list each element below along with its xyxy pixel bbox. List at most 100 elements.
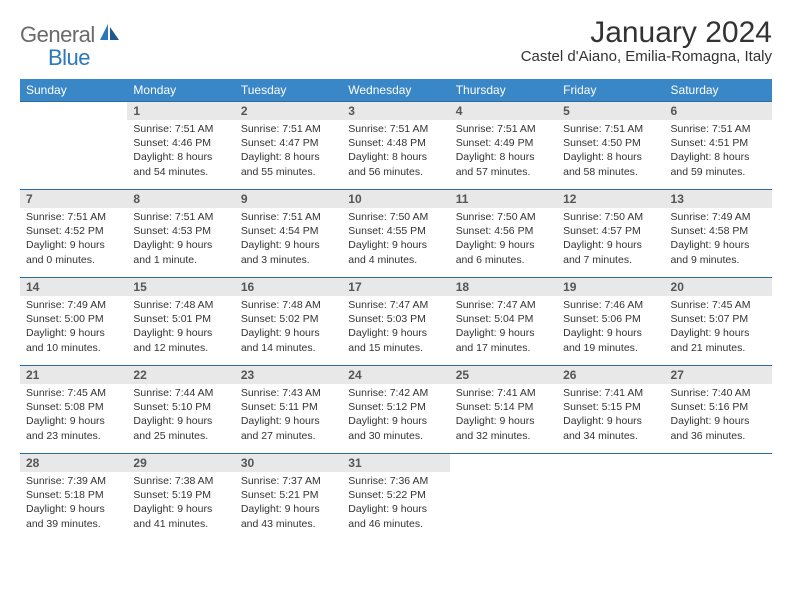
calendar-cell: 16Sunrise: 7:48 AMSunset: 5:02 PMDayligh… — [235, 278, 342, 366]
sunset-text: Sunset: 5:01 PM — [133, 312, 228, 326]
day-number: 26 — [557, 366, 664, 384]
day-details: Sunrise: 7:51 AMSunset: 4:53 PMDaylight:… — [127, 208, 234, 271]
calendar-cell: 31Sunrise: 7:36 AMSunset: 5:22 PMDayligh… — [342, 454, 449, 542]
daylight-line2: and 3 minutes. — [241, 253, 336, 267]
day-details: Sunrise: 7:37 AMSunset: 5:21 PMDaylight:… — [235, 472, 342, 535]
sunset-text: Sunset: 5:21 PM — [241, 488, 336, 502]
daylight-line2: and 17 minutes. — [456, 341, 551, 355]
month-title: January 2024 — [521, 16, 772, 50]
sunset-text: Sunset: 4:48 PM — [348, 136, 443, 150]
calendar-cell: 15Sunrise: 7:48 AMSunset: 5:01 PMDayligh… — [127, 278, 234, 366]
sunset-text: Sunset: 4:56 PM — [456, 224, 551, 238]
calendar-table: Sunday Monday Tuesday Wednesday Thursday… — [20, 79, 772, 542]
sunset-text: Sunset: 5:04 PM — [456, 312, 551, 326]
sunset-text: Sunset: 4:51 PM — [671, 136, 766, 150]
day-details: Sunrise: 7:51 AMSunset: 4:51 PMDaylight:… — [665, 120, 772, 183]
day-details: Sunrise: 7:47 AMSunset: 5:04 PMDaylight:… — [450, 296, 557, 359]
daylight-line2: and 54 minutes. — [133, 165, 228, 179]
sunset-text: Sunset: 4:53 PM — [133, 224, 228, 238]
daylight-line1: Daylight: 9 hours — [241, 502, 336, 516]
daylight-line2: and 4 minutes. — [348, 253, 443, 267]
daylight-line1: Daylight: 9 hours — [26, 414, 121, 428]
day-details: Sunrise: 7:51 AMSunset: 4:52 PMDaylight:… — [20, 208, 127, 271]
daylight-line2: and 30 minutes. — [348, 429, 443, 443]
sunrise-text: Sunrise: 7:51 AM — [456, 122, 551, 136]
sunset-text: Sunset: 5:22 PM — [348, 488, 443, 502]
day-number: 30 — [235, 454, 342, 472]
day-number: 28 — [20, 454, 127, 472]
sunrise-text: Sunrise: 7:50 AM — [456, 210, 551, 224]
sunset-text: Sunset: 5:15 PM — [563, 400, 658, 414]
calendar-cell: 3Sunrise: 7:51 AMSunset: 4:48 PMDaylight… — [342, 102, 449, 190]
calendar-cell: 12Sunrise: 7:50 AMSunset: 4:57 PMDayligh… — [557, 190, 664, 278]
day-header-sun: Sunday — [20, 79, 127, 102]
daylight-line1: Daylight: 9 hours — [133, 326, 228, 340]
sunrise-text: Sunrise: 7:40 AM — [671, 386, 766, 400]
day-number: 17 — [342, 278, 449, 296]
calendar-week-row: 21Sunrise: 7:45 AMSunset: 5:08 PMDayligh… — [20, 366, 772, 454]
daylight-line2: and 19 minutes. — [563, 341, 658, 355]
day-number: 18 — [450, 278, 557, 296]
calendar-cell: 9Sunrise: 7:51 AMSunset: 4:54 PMDaylight… — [235, 190, 342, 278]
sunrise-text: Sunrise: 7:42 AM — [348, 386, 443, 400]
daylight-line1: Daylight: 9 hours — [671, 238, 766, 252]
sunset-text: Sunset: 4:52 PM — [26, 224, 121, 238]
sunrise-text: Sunrise: 7:51 AM — [26, 210, 121, 224]
calendar-week-row: 14Sunrise: 7:49 AMSunset: 5:00 PMDayligh… — [20, 278, 772, 366]
daylight-line2: and 12 minutes. — [133, 341, 228, 355]
daylight-line1: Daylight: 9 hours — [671, 326, 766, 340]
daylight-line2: and 55 minutes. — [241, 165, 336, 179]
day-number: 24 — [342, 366, 449, 384]
sunrise-text: Sunrise: 7:46 AM — [563, 298, 658, 312]
calendar-cell: 28Sunrise: 7:39 AMSunset: 5:18 PMDayligh… — [20, 454, 127, 542]
calendar-cell: 24Sunrise: 7:42 AMSunset: 5:12 PMDayligh… — [342, 366, 449, 454]
daylight-line2: and 25 minutes. — [133, 429, 228, 443]
calendar-cell: 1Sunrise: 7:51 AMSunset: 4:46 PMDaylight… — [127, 102, 234, 190]
sunrise-text: Sunrise: 7:48 AM — [133, 298, 228, 312]
day-details: Sunrise: 7:49 AMSunset: 4:58 PMDaylight:… — [665, 208, 772, 271]
day-details: Sunrise: 7:51 AMSunset: 4:47 PMDaylight:… — [235, 120, 342, 183]
sunset-text: Sunset: 5:12 PM — [348, 400, 443, 414]
day-details: Sunrise: 7:48 AMSunset: 5:02 PMDaylight:… — [235, 296, 342, 359]
daylight-line1: Daylight: 8 hours — [563, 150, 658, 164]
sunrise-text: Sunrise: 7:51 AM — [348, 122, 443, 136]
calendar-cell: 17Sunrise: 7:47 AMSunset: 5:03 PMDayligh… — [342, 278, 449, 366]
calendar-cell: 6Sunrise: 7:51 AMSunset: 4:51 PMDaylight… — [665, 102, 772, 190]
daylight-line2: and 10 minutes. — [26, 341, 121, 355]
calendar-cell: 2Sunrise: 7:51 AMSunset: 4:47 PMDaylight… — [235, 102, 342, 190]
sunset-text: Sunset: 4:54 PM — [241, 224, 336, 238]
calendar-week-row: 7Sunrise: 7:51 AMSunset: 4:52 PMDaylight… — [20, 190, 772, 278]
daylight-line2: and 41 minutes. — [133, 517, 228, 531]
daylight-line1: Daylight: 8 hours — [671, 150, 766, 164]
sunset-text: Sunset: 4:58 PM — [671, 224, 766, 238]
title-block: January 2024 Castel d'Aiano, Emilia-Roma… — [521, 16, 772, 65]
day-number: 5 — [557, 102, 664, 120]
day-details: Sunrise: 7:47 AMSunset: 5:03 PMDaylight:… — [342, 296, 449, 359]
sunrise-text: Sunrise: 7:36 AM — [348, 474, 443, 488]
sunset-text: Sunset: 5:00 PM — [26, 312, 121, 326]
calendar-page: General January 2024 Castel d'Aiano, Emi… — [0, 0, 792, 552]
sunrise-text: Sunrise: 7:49 AM — [26, 298, 121, 312]
calendar-week-row: .1Sunrise: 7:51 AMSunset: 4:46 PMDayligh… — [20, 102, 772, 190]
sunset-text: Sunset: 4:49 PM — [456, 136, 551, 150]
calendar-cell: 27Sunrise: 7:40 AMSunset: 5:16 PMDayligh… — [665, 366, 772, 454]
day-number: 12 — [557, 190, 664, 208]
day-number: 29 — [127, 454, 234, 472]
sunset-text: Sunset: 5:14 PM — [456, 400, 551, 414]
daylight-line1: Daylight: 8 hours — [456, 150, 551, 164]
brand-word-blue: Blue — [48, 45, 90, 71]
daylight-line1: Daylight: 8 hours — [133, 150, 228, 164]
day-number: 20 — [665, 278, 772, 296]
calendar-cell: 29Sunrise: 7:38 AMSunset: 5:19 PMDayligh… — [127, 454, 234, 542]
daylight-line1: Daylight: 9 hours — [133, 502, 228, 516]
calendar-cell: 11Sunrise: 7:50 AMSunset: 4:56 PMDayligh… — [450, 190, 557, 278]
sunset-text: Sunset: 5:08 PM — [26, 400, 121, 414]
day-header-mon: Monday — [127, 79, 234, 102]
sunrise-text: Sunrise: 7:47 AM — [348, 298, 443, 312]
sunrise-text: Sunrise: 7:41 AM — [456, 386, 551, 400]
daylight-line1: Daylight: 9 hours — [26, 502, 121, 516]
calendar-cell: 14Sunrise: 7:49 AMSunset: 5:00 PMDayligh… — [20, 278, 127, 366]
day-number: 22 — [127, 366, 234, 384]
daylight-line1: Daylight: 9 hours — [348, 326, 443, 340]
sunrise-text: Sunrise: 7:44 AM — [133, 386, 228, 400]
